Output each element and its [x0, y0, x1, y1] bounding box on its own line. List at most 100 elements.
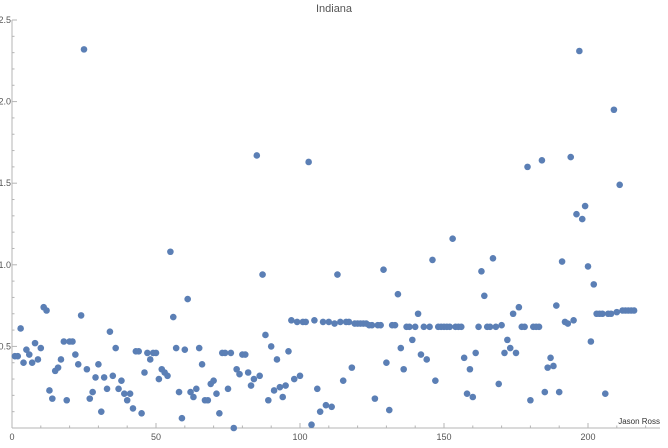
data-point: [169, 313, 177, 321]
data-point: [524, 163, 531, 171]
data-point: [492, 323, 500, 331]
x-ticks: 0 50 100 150 200: [9, 423, 647, 442]
data-point: [334, 271, 341, 278]
data-point: [193, 385, 200, 393]
data-point: [446, 323, 454, 331]
data-point: [123, 396, 131, 404]
data-point: [213, 390, 220, 398]
data-point: [236, 370, 243, 378]
data-point: [302, 318, 310, 326]
data-point: [547, 354, 554, 362]
x-tick-label: 200: [580, 432, 595, 442]
y-tick-label: 1.0: [0, 260, 11, 270]
data-point: [506, 344, 514, 352]
data-point: [144, 349, 151, 357]
y-tick-label: 1.5: [0, 178, 11, 188]
data-point: [80, 46, 88, 53]
data-point: [426, 323, 433, 331]
data-point: [267, 343, 275, 350]
data-point: [126, 390, 134, 398]
data-point: [230, 424, 238, 432]
y-tick-label: 2.0: [0, 97, 11, 107]
x-tick-label: 50: [151, 432, 161, 442]
data-point: [576, 47, 583, 55]
data-point: [590, 281, 598, 288]
data-point: [167, 248, 174, 256]
data-point: [233, 365, 240, 373]
data-point: [83, 365, 91, 373]
data-point: [121, 390, 128, 398]
data-point: [521, 323, 528, 331]
data-point: [463, 390, 471, 398]
data-point: [414, 310, 422, 318]
data-point: [460, 354, 468, 362]
data-point: [544, 364, 551, 371]
data-point: [92, 374, 99, 381]
data-point: [25, 351, 33, 358]
data-point: [187, 388, 194, 396]
data-point: [553, 302, 560, 309]
data-point: [581, 202, 589, 210]
data-point: [54, 364, 62, 371]
data-point: [43, 307, 50, 314]
data-point: [17, 325, 24, 332]
data-point: [210, 377, 217, 384]
data-point: [584, 263, 592, 270]
data-point: [60, 338, 68, 345]
data-point: [377, 321, 384, 329]
data-point: [259, 271, 266, 278]
data-point: [216, 410, 223, 417]
x-tick-label: 150: [436, 432, 451, 442]
data-point: [138, 410, 145, 417]
x-tick-label: 0: [9, 432, 14, 442]
data-point: [385, 406, 393, 414]
data-point: [256, 372, 263, 380]
data-point: [253, 152, 261, 159]
data-point: [512, 349, 520, 357]
data-point: [322, 401, 330, 409]
data-point: [331, 320, 338, 327]
data-point: [311, 316, 318, 324]
data-point: [164, 372, 171, 380]
y-ticks: 0.5 1.0 1.5 2.0 2.5: [0, 15, 17, 413]
data-point: [270, 387, 278, 394]
data-point: [541, 388, 549, 396]
data-point: [279, 393, 287, 401]
data-point: [475, 323, 482, 331]
data-point: [481, 292, 488, 300]
data-point: [247, 382, 255, 389]
data-point: [348, 364, 356, 371]
data-point: [587, 338, 595, 345]
data-point: [69, 338, 76, 345]
data-point: [181, 346, 189, 353]
data-point: [417, 351, 425, 358]
data-point: [472, 349, 479, 357]
data-points: [11, 46, 638, 432]
data-point: [97, 408, 105, 415]
data-point: [72, 351, 79, 358]
data-point: [313, 385, 321, 393]
data-point: [290, 375, 298, 383]
data-point: [63, 396, 71, 404]
data-point: [432, 377, 439, 384]
data-point: [383, 359, 390, 367]
data-point: [34, 356, 42, 363]
data-point: [570, 316, 577, 324]
data-point: [172, 344, 180, 352]
data-point: [288, 316, 295, 324]
data-point: [175, 388, 183, 396]
data-point: [14, 352, 22, 360]
data-point: [20, 359, 27, 367]
data-point: [550, 362, 557, 370]
data-point: [46, 387, 53, 394]
data-point: [466, 365, 474, 373]
data-point: [394, 290, 402, 298]
data-point: [423, 356, 431, 363]
data-point: [527, 396, 534, 404]
data-point: [345, 318, 353, 326]
data-point: [449, 235, 456, 242]
data-point: [380, 266, 387, 273]
data-point: [276, 383, 284, 391]
